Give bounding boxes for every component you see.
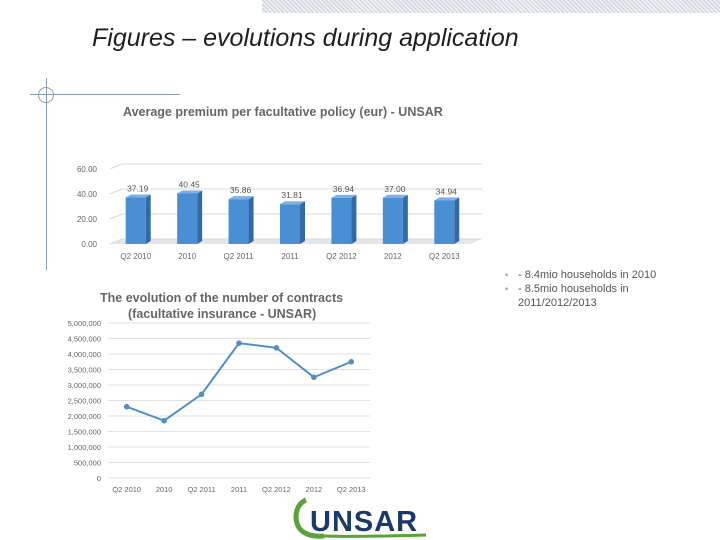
bar-side — [402, 194, 408, 244]
line-chart-y-tick-label: 2,000,000 — [68, 412, 101, 421]
bar-value-label: 36.94 — [333, 184, 355, 194]
bar-side — [145, 194, 151, 244]
crosshair-circle — [38, 87, 54, 103]
bullet-marker: • — [505, 284, 509, 294]
bar — [331, 197, 352, 244]
bar-top — [228, 196, 254, 200]
line-chart-y-tick-label: 3,500,000 — [68, 366, 101, 375]
line-chart: The evolution of the number of contracts… — [68, 291, 370, 494]
bullet-text: - 8.4mio households in 2010 — [518, 269, 657, 281]
line-point — [123, 403, 130, 410]
bullet-item: • - 8.5mio households in 2011/2012/2013 — [505, 282, 705, 310]
bar-value-label: 37.00 — [384, 184, 406, 194]
bar-value-label: 35.86 — [230, 185, 252, 195]
bullet-list: • - 8.4mio households in 2010 • - 8.5mio… — [505, 268, 705, 310]
line-point — [273, 345, 280, 351]
bar-chart-x-tick-label: Q2 2010 — [120, 252, 151, 261]
line-chart-y-tick-label: 2,500,000 — [68, 397, 101, 406]
decorative-top-band — [262, 0, 720, 13]
bar-value-label: 34.94 — [436, 186, 458, 196]
bar-side — [197, 190, 203, 244]
bar-side — [351, 194, 357, 244]
bar-chart-y-tick-label: 0.00 — [81, 240, 97, 249]
bar-chart-gridline-depth — [109, 238, 123, 245]
bar-top — [382, 194, 408, 198]
line-series — [126, 342, 352, 422]
bar-top — [331, 194, 357, 198]
line-chart-y-tick-label: 5,000,000 — [68, 319, 101, 328]
bar-top — [177, 190, 203, 194]
bar-top — [125, 194, 151, 198]
line-point — [198, 391, 205, 398]
unsar-logo: UNSAR — [293, 497, 427, 539]
bar — [434, 200, 455, 244]
bullet-item: • - 8.4mio households in 2010 — [505, 268, 705, 282]
bar — [382, 197, 403, 244]
bar-value-label: 40.45 — [179, 179, 201, 189]
bar-side — [300, 201, 305, 244]
bar-chart-y-tick-label: 60.00 — [77, 165, 98, 174]
line-chart-y-tick-label: 4,500,000 — [68, 335, 101, 344]
bar — [177, 193, 198, 244]
bar — [280, 204, 300, 244]
line-chart-x-tick-label: 2010 — [156, 485, 173, 494]
bullet-marker: • — [505, 270, 509, 280]
bar-chart-title: Average premium per facultative policy (… — [123, 105, 443, 119]
bar-chart-x-tick-label: 2010 — [178, 252, 196, 261]
bar-chart-gridline-depth — [109, 188, 123, 195]
bar — [228, 199, 249, 244]
bar-side — [248, 196, 254, 244]
line-chart-y-tick-label: 4,000,000 — [68, 350, 101, 359]
bar-top — [434, 197, 460, 201]
bar-chart: Average premium per facultative policy (… — [77, 105, 482, 261]
line-chart-x-tick-label: Q2 2010 — [112, 485, 141, 494]
line-chart-x-tick-label: Q2 2011 — [187, 485, 215, 494]
bar-chart-y-tick-label: 40.00 — [77, 190, 98, 199]
line-point — [161, 417, 167, 424]
line-chart-y-tick-label: 1,000,000 — [68, 443, 101, 452]
bar-value-label: 31.81 — [281, 190, 303, 200]
bar-chart-x-tick-label: 2012 — [384, 252, 402, 261]
bar-chart-y-tick-label: 20.00 — [77, 215, 98, 224]
line-chart-y-tick-label: 1,500,000 — [68, 428, 101, 437]
line-chart-y-tick-label: 0 — [97, 474, 101, 483]
page-title: Figures – evolutions during application — [92, 24, 519, 52]
bar — [125, 197, 146, 244]
bar-top — [280, 201, 305, 205]
line-chart-title: The evolution of the number of contracts — [100, 291, 343, 305]
line-chart-x-tick-label: Q2 2013 — [337, 485, 366, 494]
bar-chart-x-tick-label: Q2 2013 — [429, 252, 460, 261]
bar-chart-gridline-depth — [109, 163, 123, 170]
line-point — [311, 374, 317, 381]
line-point — [236, 340, 242, 346]
line-chart-x-tick-label: 2011 — [231, 485, 247, 494]
line-point — [348, 358, 355, 365]
bar-chart-x-tick-label: Q2 2012 — [326, 252, 357, 261]
line-chart-subtitle: (facultative insurance - UNSAR) — [128, 307, 316, 321]
bullet-text: - 8.5mio households in 2011/2012/2013 — [518, 283, 629, 309]
crosshair-vertical-line — [46, 78, 47, 270]
line-chart-y-tick-label: 500,000 — [74, 459, 101, 468]
bar-chart-x-tick-label: 2011 — [281, 252, 299, 261]
bar-value-label: 37.19 — [127, 184, 149, 194]
bar-side — [454, 197, 460, 244]
line-chart-x-tick-label: Q2 2012 — [262, 485, 291, 494]
bar-chart-gridline-depth — [109, 213, 123, 220]
crosshair-horizontal-line — [30, 94, 180, 95]
line-chart-x-tick-label: 2012 — [306, 485, 323, 494]
bar-chart-x-tick-label: Q2 2011 — [224, 252, 255, 261]
logo-wordmark: UNSAR — [310, 506, 418, 538]
line-chart-y-tick-label: 3,000,000 — [68, 381, 101, 390]
